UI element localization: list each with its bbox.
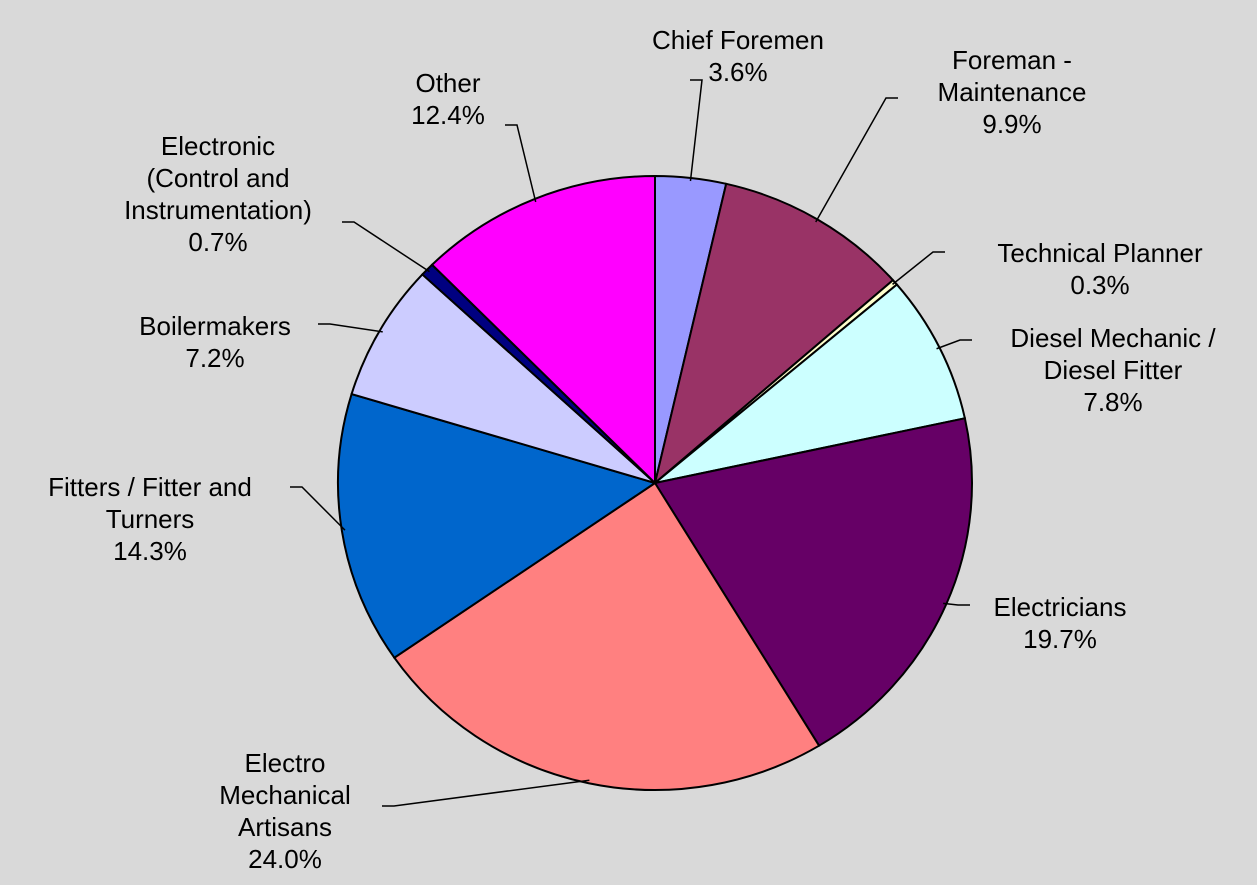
- value-label: 7.8%: [1083, 387, 1142, 417]
- leader-line: [892, 251, 945, 285]
- leader-line: [689, 79, 703, 182]
- category-label: Electronic (Control and Instrumentation): [124, 131, 312, 225]
- value-label: 9.9%: [982, 109, 1041, 139]
- leader-line: [382, 779, 590, 807]
- value-label: 19.7%: [1023, 624, 1097, 654]
- value-label: 0.7%: [188, 227, 247, 257]
- value-label: 14.3%: [113, 536, 187, 566]
- leader-line: [936, 339, 972, 350]
- leader-line: [815, 97, 898, 223]
- pie-slice: [350, 273, 656, 484]
- category-label: Technical Planner: [997, 238, 1203, 268]
- leader-line: [505, 124, 537, 203]
- pie-slice: [653, 417, 973, 748]
- pie-slice: [392, 481, 821, 791]
- category-label: Electricians: [994, 592, 1127, 622]
- value-label: 12.4%: [411, 100, 485, 130]
- category-label: Foreman -Maintenance: [938, 45, 1087, 107]
- category-label: Electro Mechanical Artisans: [219, 748, 351, 842]
- category-label: Diesel Mechanic / Diesel Fitter: [1010, 323, 1216, 385]
- value-label: 7.2%: [185, 343, 244, 373]
- value-label: 0.3%: [1070, 270, 1129, 300]
- value-label: 3.6%: [708, 57, 767, 87]
- leader-line: [943, 602, 970, 606]
- category-label: Fitters / Fitter and Turners: [48, 472, 252, 534]
- category-label: Chief Foremen: [652, 25, 824, 55]
- category-label: Boilermakers: [139, 311, 291, 341]
- leader-line: [290, 486, 346, 531]
- leader-line: [342, 221, 430, 273]
- category-label: Other: [415, 68, 480, 98]
- value-label: 24.0%: [248, 844, 322, 874]
- leader-line: [318, 323, 383, 333]
